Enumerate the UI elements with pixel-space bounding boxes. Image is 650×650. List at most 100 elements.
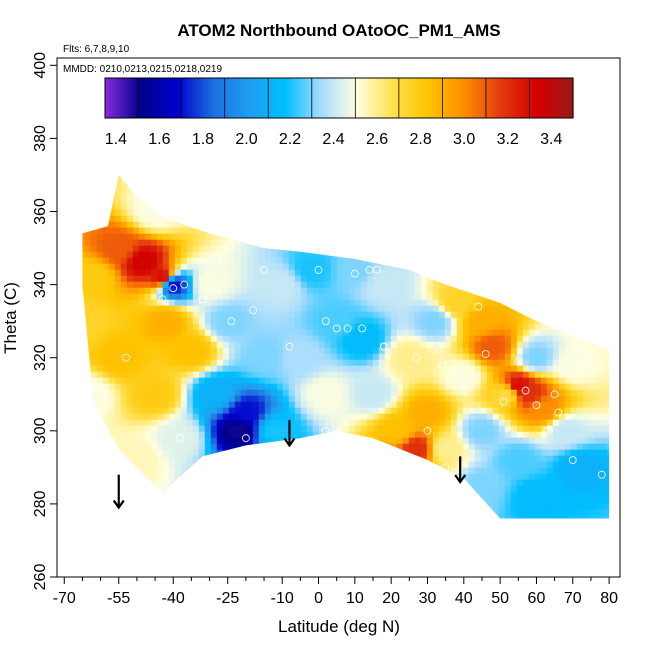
colorbar-swatch bbox=[248, 78, 253, 118]
measurement-point bbox=[260, 266, 268, 274]
colorbar-swatch bbox=[128, 78, 133, 118]
colorbar-tick-label: 3.4 bbox=[540, 131, 562, 148]
colorbar-swatch bbox=[282, 78, 287, 118]
measurement-point bbox=[212, 258, 221, 267]
measurement-point bbox=[249, 306, 258, 315]
colorbar-swatch bbox=[278, 78, 283, 118]
colorbar-swatch bbox=[252, 78, 257, 118]
colorbar-swatch bbox=[359, 78, 363, 118]
colorbar-swatch bbox=[115, 78, 119, 118]
colorbar-swatch bbox=[519, 78, 524, 118]
measurement-point bbox=[438, 361, 446, 369]
colorbar-swatch bbox=[145, 78, 150, 118]
x-tick-label: -25 bbox=[216, 590, 239, 607]
colorbar-swatch bbox=[499, 78, 504, 118]
colorbar-swatch bbox=[546, 78, 551, 118]
colorbar-swatch bbox=[158, 78, 163, 118]
y-tick-label: 260 bbox=[32, 564, 49, 591]
y-axis: 260 280 300 320 340 360 380 400 bbox=[32, 52, 57, 590]
measurement-point bbox=[122, 353, 130, 362]
measurement-markers bbox=[67, 258, 606, 486]
colorbar-tick-label: 1.4 bbox=[105, 131, 127, 148]
colorbar-swatch bbox=[175, 78, 180, 118]
measurement-point bbox=[241, 434, 250, 443]
colorbar-swatch bbox=[362, 78, 367, 118]
measurement-point bbox=[198, 295, 207, 304]
colorbar-labels: 1.4 1.6 1.8 2.0 2.2 2.4 2.6 2.8 3.0 3.2 3.4 bbox=[105, 131, 563, 148]
colorbar-swatch bbox=[369, 78, 374, 118]
colorbar-tick-label: 2.6 bbox=[366, 131, 388, 148]
colorbar-swatch bbox=[516, 78, 521, 118]
colorbar-swatch bbox=[322, 78, 327, 118]
colorbar-swatch bbox=[265, 78, 270, 118]
colorbar-swatch bbox=[399, 78, 404, 118]
colorbar-swatch bbox=[302, 78, 307, 118]
colorbar-swatch bbox=[462, 78, 467, 118]
colorbar-swatch bbox=[479, 78, 484, 118]
colorbar-tick-label: 2.4 bbox=[322, 131, 344, 148]
measurement-point bbox=[514, 357, 523, 366]
colorbar-swatch bbox=[422, 78, 427, 118]
measurement-point bbox=[499, 397, 508, 406]
colorbar-swatch bbox=[138, 78, 143, 118]
colorbar-swatch bbox=[459, 78, 464, 118]
colorbar-swatch bbox=[456, 78, 460, 118]
x-tick-label: 40 bbox=[455, 590, 473, 607]
measurement-point bbox=[180, 280, 189, 289]
measurement-point bbox=[423, 426, 432, 435]
colorbar-tick-label: 1.6 bbox=[148, 131, 170, 148]
colorbar-swatch bbox=[108, 78, 113, 118]
colorbar-swatch bbox=[168, 78, 173, 118]
colorbar-swatch bbox=[466, 78, 470, 118]
colorbar-swatch bbox=[245, 78, 250, 118]
colorbar-swatch bbox=[409, 78, 414, 118]
colorbar-swatch bbox=[121, 78, 126, 118]
colorbar-swatch bbox=[439, 78, 444, 118]
arrow-head bbox=[454, 474, 467, 484]
x-tick-label: 0 bbox=[314, 590, 323, 607]
y-tick-label: 340 bbox=[32, 271, 49, 298]
colorbar-swatch bbox=[188, 78, 193, 118]
colorbar-swatch bbox=[225, 78, 230, 118]
colorbar-swatch bbox=[205, 78, 210, 118]
measurement-point bbox=[158, 295, 167, 304]
colorbar-swatch bbox=[201, 78, 206, 118]
measurement-point bbox=[343, 324, 352, 333]
colorbar-swatch bbox=[295, 78, 300, 118]
colorbar-swatch bbox=[389, 78, 394, 118]
colorbar-swatch bbox=[111, 78, 116, 118]
measurement-point bbox=[474, 302, 483, 311]
y-tick-label: 300 bbox=[32, 417, 49, 444]
measurement-point bbox=[93, 382, 101, 391]
x-tick-label: -55 bbox=[107, 590, 130, 607]
colorbar-swatch bbox=[198, 78, 203, 118]
colorbar-swatch bbox=[469, 78, 474, 118]
colorbar-swatch bbox=[382, 78, 387, 118]
colorbar-swatch bbox=[349, 78, 353, 118]
colorbar-swatch bbox=[292, 78, 297, 118]
measurement-point bbox=[554, 408, 563, 417]
dates-note: MMDD: 0210,0213,0215,0218,0219 bbox=[63, 64, 222, 75]
y-axis-label: Theta (C) bbox=[1, 282, 20, 354]
measurement-point bbox=[227, 317, 236, 326]
heatmap-field bbox=[82, 175, 610, 519]
colorbar-swatch bbox=[566, 78, 571, 118]
colorbar-swatch bbox=[268, 78, 273, 118]
colorbar-tick-label: 3.0 bbox=[453, 131, 475, 148]
colorbar-swatch bbox=[288, 78, 293, 118]
colorbar-swatch bbox=[449, 78, 454, 118]
colorbar-swatch bbox=[312, 78, 317, 118]
x-tick-label: 70 bbox=[564, 590, 582, 607]
colorbar-swatch bbox=[335, 78, 340, 118]
colorbar-swatch bbox=[298, 78, 303, 118]
colorbar-swatch bbox=[178, 78, 183, 118]
y-tick-label: 400 bbox=[32, 52, 49, 79]
measurement-point bbox=[321, 317, 330, 326]
colorbar-swatch bbox=[262, 78, 267, 118]
colorbar-swatch bbox=[191, 78, 196, 118]
colorbar-swatch bbox=[235, 78, 240, 118]
colorbar-swatch bbox=[215, 78, 220, 118]
colorbar-swatch bbox=[242, 78, 246, 118]
measurement-point bbox=[162, 478, 170, 486]
y-tick-label: 280 bbox=[32, 490, 49, 517]
